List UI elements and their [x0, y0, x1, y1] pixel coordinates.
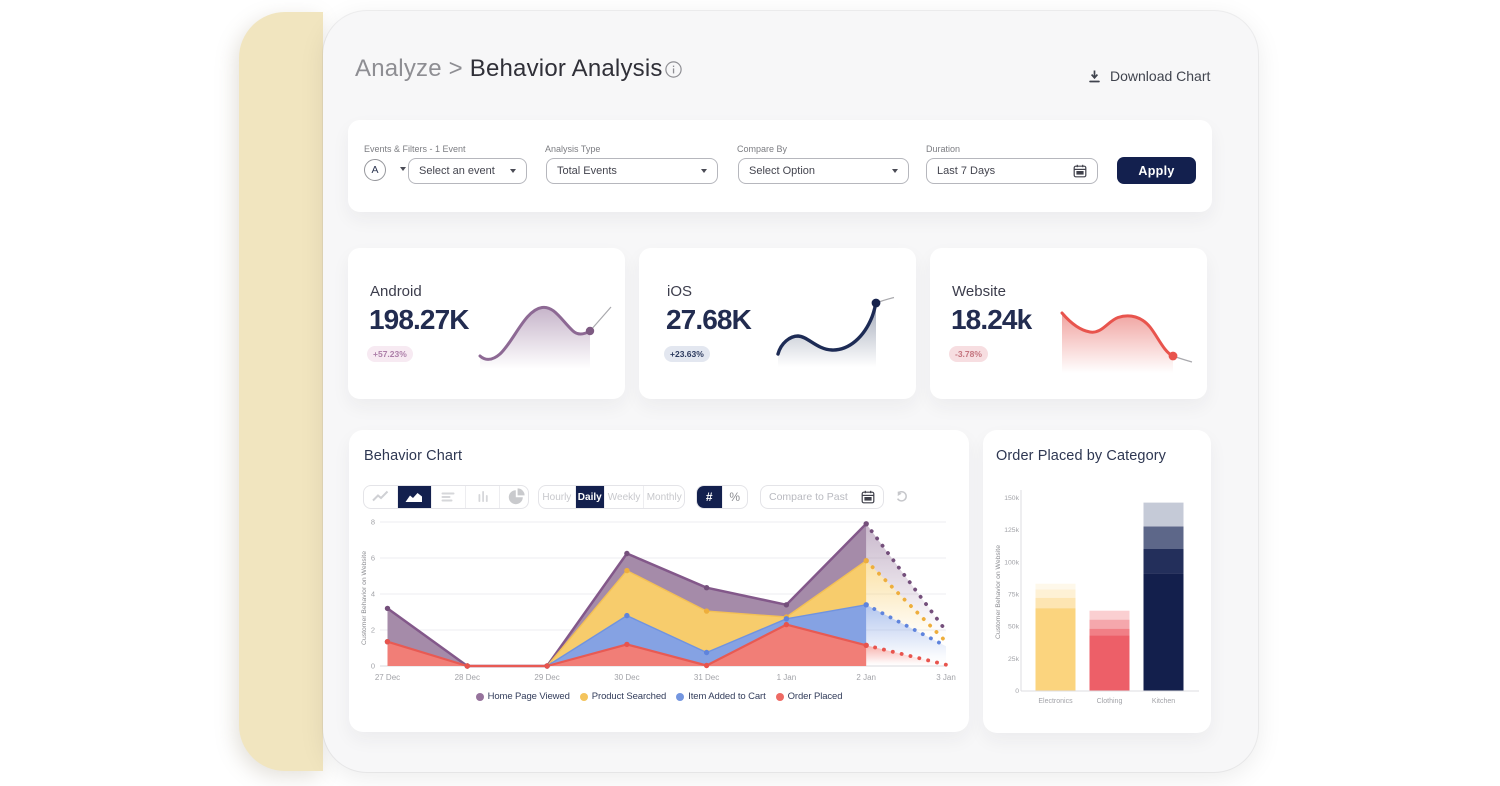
svg-text:4: 4: [371, 590, 375, 599]
svg-text:2 Jan: 2 Jan: [856, 673, 876, 682]
svg-text:6: 6: [371, 554, 375, 563]
svg-text:Clothing: Clothing: [1097, 698, 1123, 705]
svg-text:Customer Behavior on Website: Customer Behavior on Website: [361, 551, 368, 645]
svg-text:Customer Behavior on Website: Customer Behavior on Website: [995, 545, 1002, 639]
svg-text:3 Jan: 3 Jan: [936, 673, 956, 682]
svg-text:125k: 125k: [1004, 527, 1019, 534]
svg-text:150k: 150k: [1004, 495, 1019, 502]
svg-text:0: 0: [371, 662, 375, 671]
svg-text:30 Dec: 30 Dec: [614, 673, 639, 682]
svg-text:Electronics: Electronics: [1038, 698, 1073, 705]
svg-text:8: 8: [371, 518, 375, 527]
svg-text:100k: 100k: [1004, 559, 1019, 566]
svg-text:28 Dec: 28 Dec: [455, 673, 480, 682]
svg-text:31 Dec: 31 Dec: [694, 673, 719, 682]
svg-text:0: 0: [1015, 688, 1019, 695]
svg-text:1 Jan: 1 Jan: [777, 673, 797, 682]
svg-text:2: 2: [371, 626, 375, 635]
svg-text:29 Dec: 29 Dec: [534, 673, 559, 682]
svg-text:Kitchen: Kitchen: [1152, 698, 1175, 705]
svg-text:25k: 25k: [1008, 656, 1020, 663]
svg-text:75k: 75k: [1008, 592, 1020, 599]
svg-text:27 Dec: 27 Dec: [375, 673, 400, 682]
svg-text:50k: 50k: [1008, 624, 1020, 631]
